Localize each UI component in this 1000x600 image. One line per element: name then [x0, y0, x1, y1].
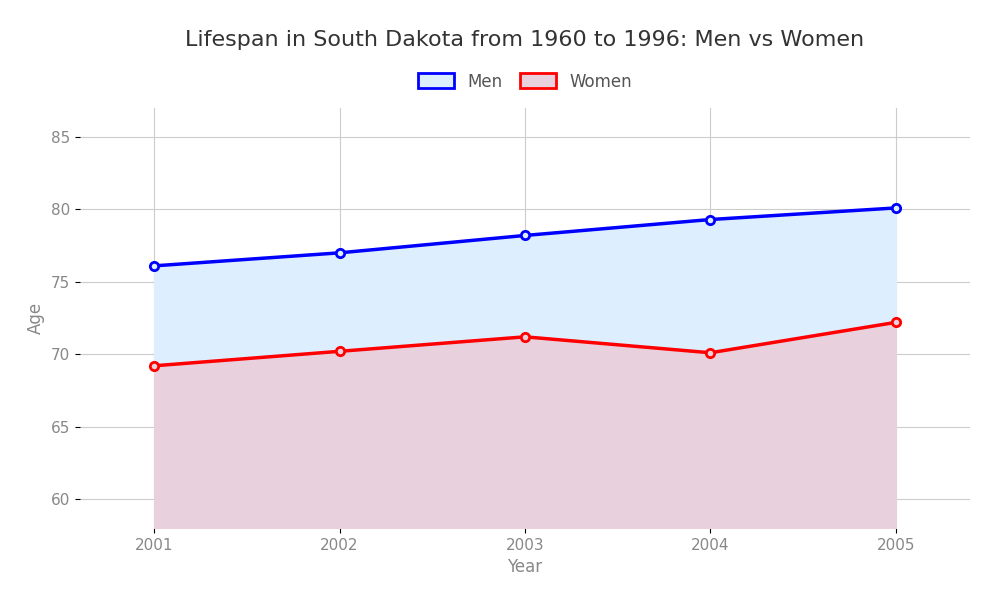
- Y-axis label: Age: Age: [27, 302, 45, 334]
- Title: Lifespan in South Dakota from 1960 to 1996: Men vs Women: Lifespan in South Dakota from 1960 to 19…: [185, 29, 865, 49]
- X-axis label: Year: Year: [507, 558, 543, 576]
- Legend: Men, Women: Men, Women: [411, 66, 639, 97]
